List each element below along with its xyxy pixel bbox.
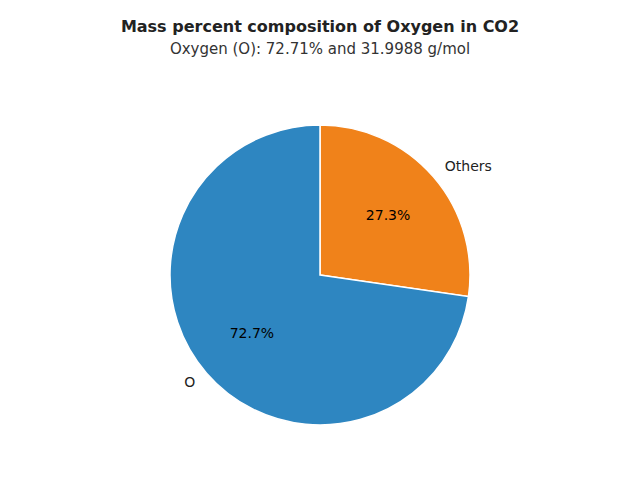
chart-svg: Mass percent composition of Oxygen in CO… bbox=[0, 0, 640, 480]
pie-slice bbox=[170, 125, 468, 425]
labels: Others 27.3% O 72.7% bbox=[184, 158, 492, 390]
category-label: O bbox=[184, 374, 195, 390]
subtitle: Oxygen (O): 72.71% and 31.9988 g/mol bbox=[170, 40, 470, 58]
chart-container: Mass percent composition of Oxygen in CO… bbox=[0, 0, 640, 480]
slices bbox=[170, 125, 470, 425]
pie-slice bbox=[320, 125, 470, 297]
data-label: 27.3% bbox=[366, 207, 410, 223]
title: Mass percent composition of Oxygen in CO… bbox=[121, 17, 519, 36]
background bbox=[0, 0, 640, 480]
category-label: Others bbox=[445, 158, 492, 174]
data-label: 72.7% bbox=[230, 325, 274, 341]
